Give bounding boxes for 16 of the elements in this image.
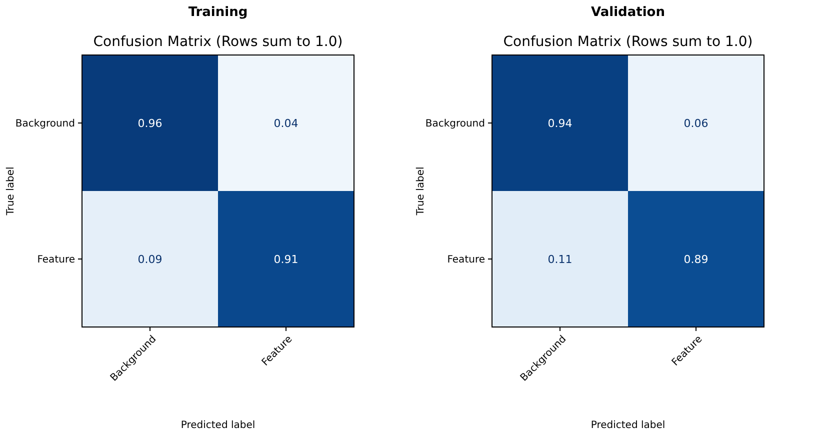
x-axis-title: Predicted label (180, 420, 256, 431)
chart-subtitle: Confusion Matrix (Rows sum to 1.0) (93, 34, 343, 50)
x-axis-title: Predicted label (590, 420, 666, 431)
y-axis-title: True label (416, 166, 426, 216)
data-label: 0.89 (684, 252, 708, 266)
data-label: 0.96 (138, 116, 162, 130)
data-label: 0.91 (274, 252, 298, 266)
data-label: 0.04 (274, 116, 298, 130)
data-label: 0.94 (548, 116, 572, 130)
chart-title: Training (188, 5, 248, 20)
data-label: 0.09 (138, 252, 162, 266)
data-label: 0.06 (684, 116, 708, 130)
chart-title: Validation (591, 5, 665, 20)
chart-subtitle: Confusion Matrix (Rows sum to 1.0) (503, 34, 753, 50)
y-axis-title: True label (6, 166, 16, 216)
data-label: 0.11 (548, 252, 572, 266)
